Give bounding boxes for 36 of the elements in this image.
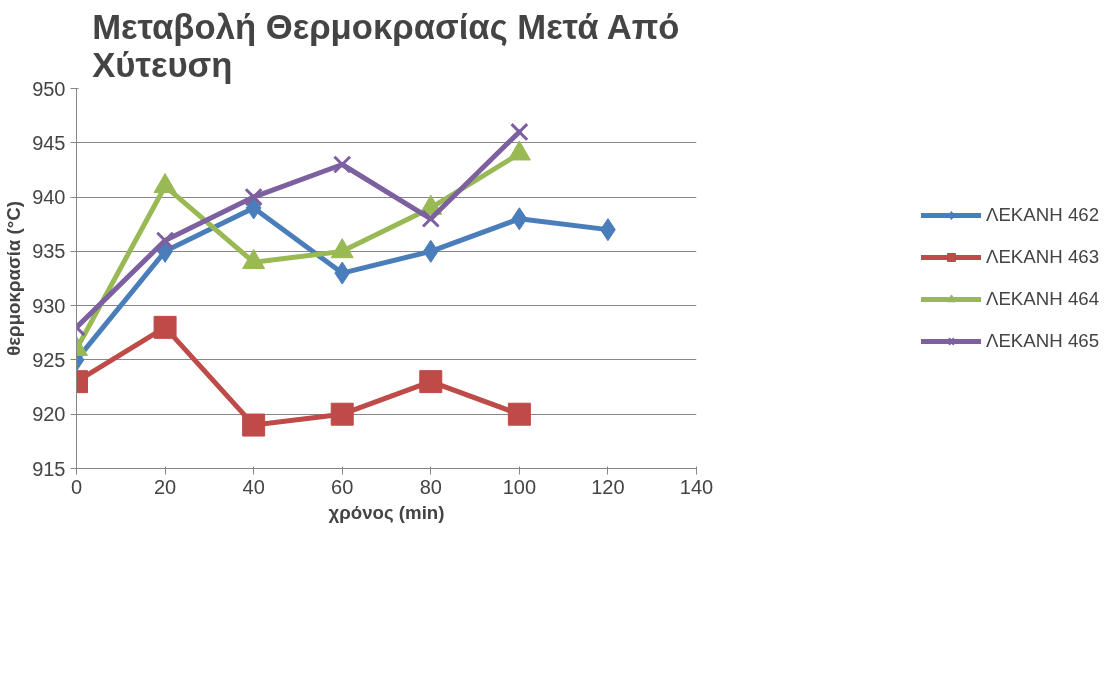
y-tick-label: 920 bbox=[32, 403, 66, 426]
x-tick-label: 60 bbox=[331, 475, 354, 498]
chart-title: Μεταβολή Θερμοκρασίας Μετά Από Χύτευση bbox=[92, 7, 680, 84]
y-tick-label: 930 bbox=[32, 294, 66, 317]
y-tick-label: 950 bbox=[32, 77, 66, 100]
point bbox=[334, 261, 351, 285]
x-tick-label: 80 bbox=[419, 475, 442, 498]
x-tick-label: 100 bbox=[502, 475, 537, 498]
point bbox=[153, 315, 177, 339]
y-tick-label: 935 bbox=[32, 240, 66, 263]
x-tick-label: 120 bbox=[591, 475, 625, 498]
x-tick-label: 40 bbox=[242, 475, 265, 498]
point bbox=[421, 209, 441, 229]
x-tick-label: 140 bbox=[679, 475, 714, 498]
x-axis-title: χρόνος (min) bbox=[328, 501, 445, 523]
legend-label: ΛΕΚΑΝΗ 463 bbox=[985, 246, 1100, 268]
y-tick-label: 925 bbox=[32, 348, 66, 371]
point bbox=[511, 207, 528, 231]
point bbox=[155, 231, 175, 250]
legend-label: ΛΕΚΑΝΗ 462 bbox=[985, 204, 1100, 226]
point bbox=[422, 239, 439, 263]
x-tick-label: 0 bbox=[70, 475, 83, 498]
y-tick-label: 940 bbox=[32, 186, 66, 209]
y-tick-label: 915 bbox=[32, 457, 66, 480]
point bbox=[330, 402, 354, 426]
y-tick-label: 945 bbox=[32, 131, 66, 154]
point bbox=[510, 122, 529, 142]
point bbox=[244, 187, 263, 207]
point bbox=[419, 370, 443, 394]
x-tick-label: 20 bbox=[153, 475, 177, 498]
point bbox=[332, 155, 352, 174]
point bbox=[507, 402, 531, 426]
point bbox=[242, 413, 266, 437]
legend-label: ΛΕΚΑΝΗ 464 bbox=[985, 288, 1100, 310]
legend-label: ΛΕΚΑΝΗ 465 bbox=[985, 330, 1100, 352]
y-axis-title: θερμοκρασία (°C) bbox=[3, 201, 25, 356]
